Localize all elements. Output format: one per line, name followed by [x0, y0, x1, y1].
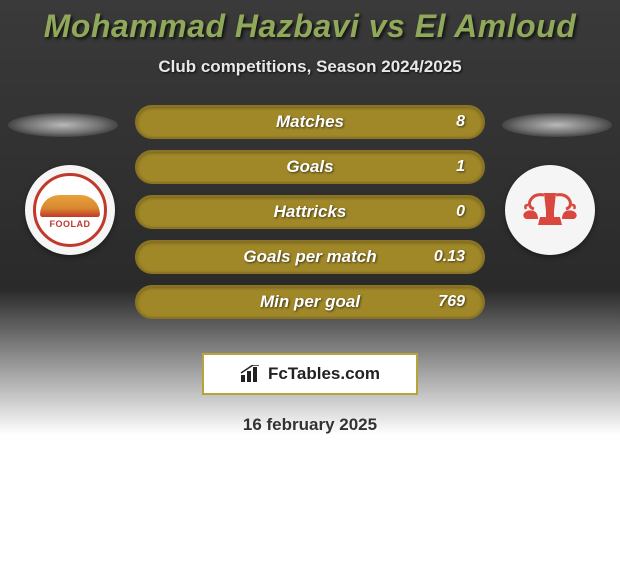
stat-value: 0: [456, 203, 465, 221]
shadow-left: [8, 113, 118, 137]
bars-icon: [240, 365, 262, 383]
brand-text: FcTables.com: [268, 364, 380, 384]
foolad-arch-icon: [40, 195, 100, 217]
stat-row-goals: Goals 1: [135, 150, 485, 184]
page-title: Mohammad Hazbavi vs El Amloud: [0, 8, 620, 45]
stat-rows: Matches 8 Goals 1 Hattricks 0 Goals per …: [135, 105, 485, 319]
foolad-crest: FOOLAD: [33, 173, 107, 247]
infographic-container: Mohammad Hazbavi vs El Amloud Club compe…: [0, 0, 620, 435]
stat-label: Hattricks: [274, 202, 347, 222]
subtitle: Club competitions, Season 2024/2025: [0, 57, 620, 77]
stat-label: Goals: [286, 157, 333, 177]
stat-value: 1: [456, 158, 465, 176]
bulls-trophy-crest: [513, 173, 587, 247]
team-badge-left: FOOLAD: [25, 165, 115, 255]
brand-box: FcTables.com: [202, 353, 418, 395]
date-text: 16 february 2025: [0, 415, 620, 435]
stat-row-min-per-goal: Min per goal 769: [135, 285, 485, 319]
stat-value: 0.13: [434, 248, 465, 266]
foolad-label: FOOLAD: [50, 219, 91, 229]
team-badge-right: [505, 165, 595, 255]
shadow-right: [502, 113, 612, 137]
stat-label: Goals per match: [243, 247, 376, 267]
stat-row-matches: Matches 8: [135, 105, 485, 139]
bulls-trophy-icon: [520, 185, 580, 235]
stat-row-hattricks: Hattricks 0: [135, 195, 485, 229]
stat-label: Matches: [276, 112, 344, 132]
stats-area: FOOLAD Matches 8: [0, 105, 620, 335]
stat-row-goals-per-match: Goals per match 0.13: [135, 240, 485, 274]
stat-value: 8: [456, 113, 465, 131]
stat-label: Min per goal: [260, 292, 360, 312]
stat-value: 769: [438, 293, 465, 311]
